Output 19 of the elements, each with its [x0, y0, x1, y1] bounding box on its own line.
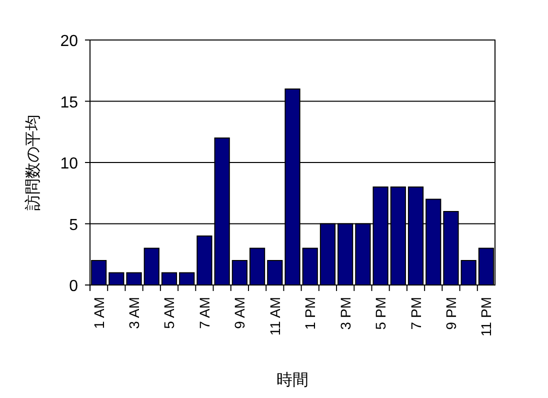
x-tick-label: 7 PM	[408, 297, 424, 330]
x-tick-label: 5 PM	[372, 297, 389, 330]
y-tick-label: 20	[60, 33, 78, 50]
y-tick-label: 0	[69, 278, 78, 295]
x-tick-label: 11 PM	[478, 297, 494, 336]
x-tick-label: 9 PM	[442, 297, 459, 330]
y-tick-label: 5	[69, 216, 78, 234]
y-tick-label: 15	[60, 94, 78, 112]
y-axis-title: 訪問数の平均	[24, 114, 42, 210]
x-tick-label: 3 PM	[337, 297, 354, 330]
x-tick-label: 1 PM	[302, 297, 318, 330]
y-tick-label: 10	[60, 156, 78, 172]
x-tick-label: 5 AM	[161, 297, 178, 329]
x-tick-label: 3 AM	[126, 297, 142, 329]
x-tick-label: 1 AM	[90, 297, 107, 329]
x-tick-label: 9 AM	[232, 297, 248, 329]
x-axis-title: 時間	[276, 371, 308, 389]
x-tick-label: 7 AM	[196, 297, 212, 329]
x-tick-label: 11 AM	[266, 297, 283, 336]
